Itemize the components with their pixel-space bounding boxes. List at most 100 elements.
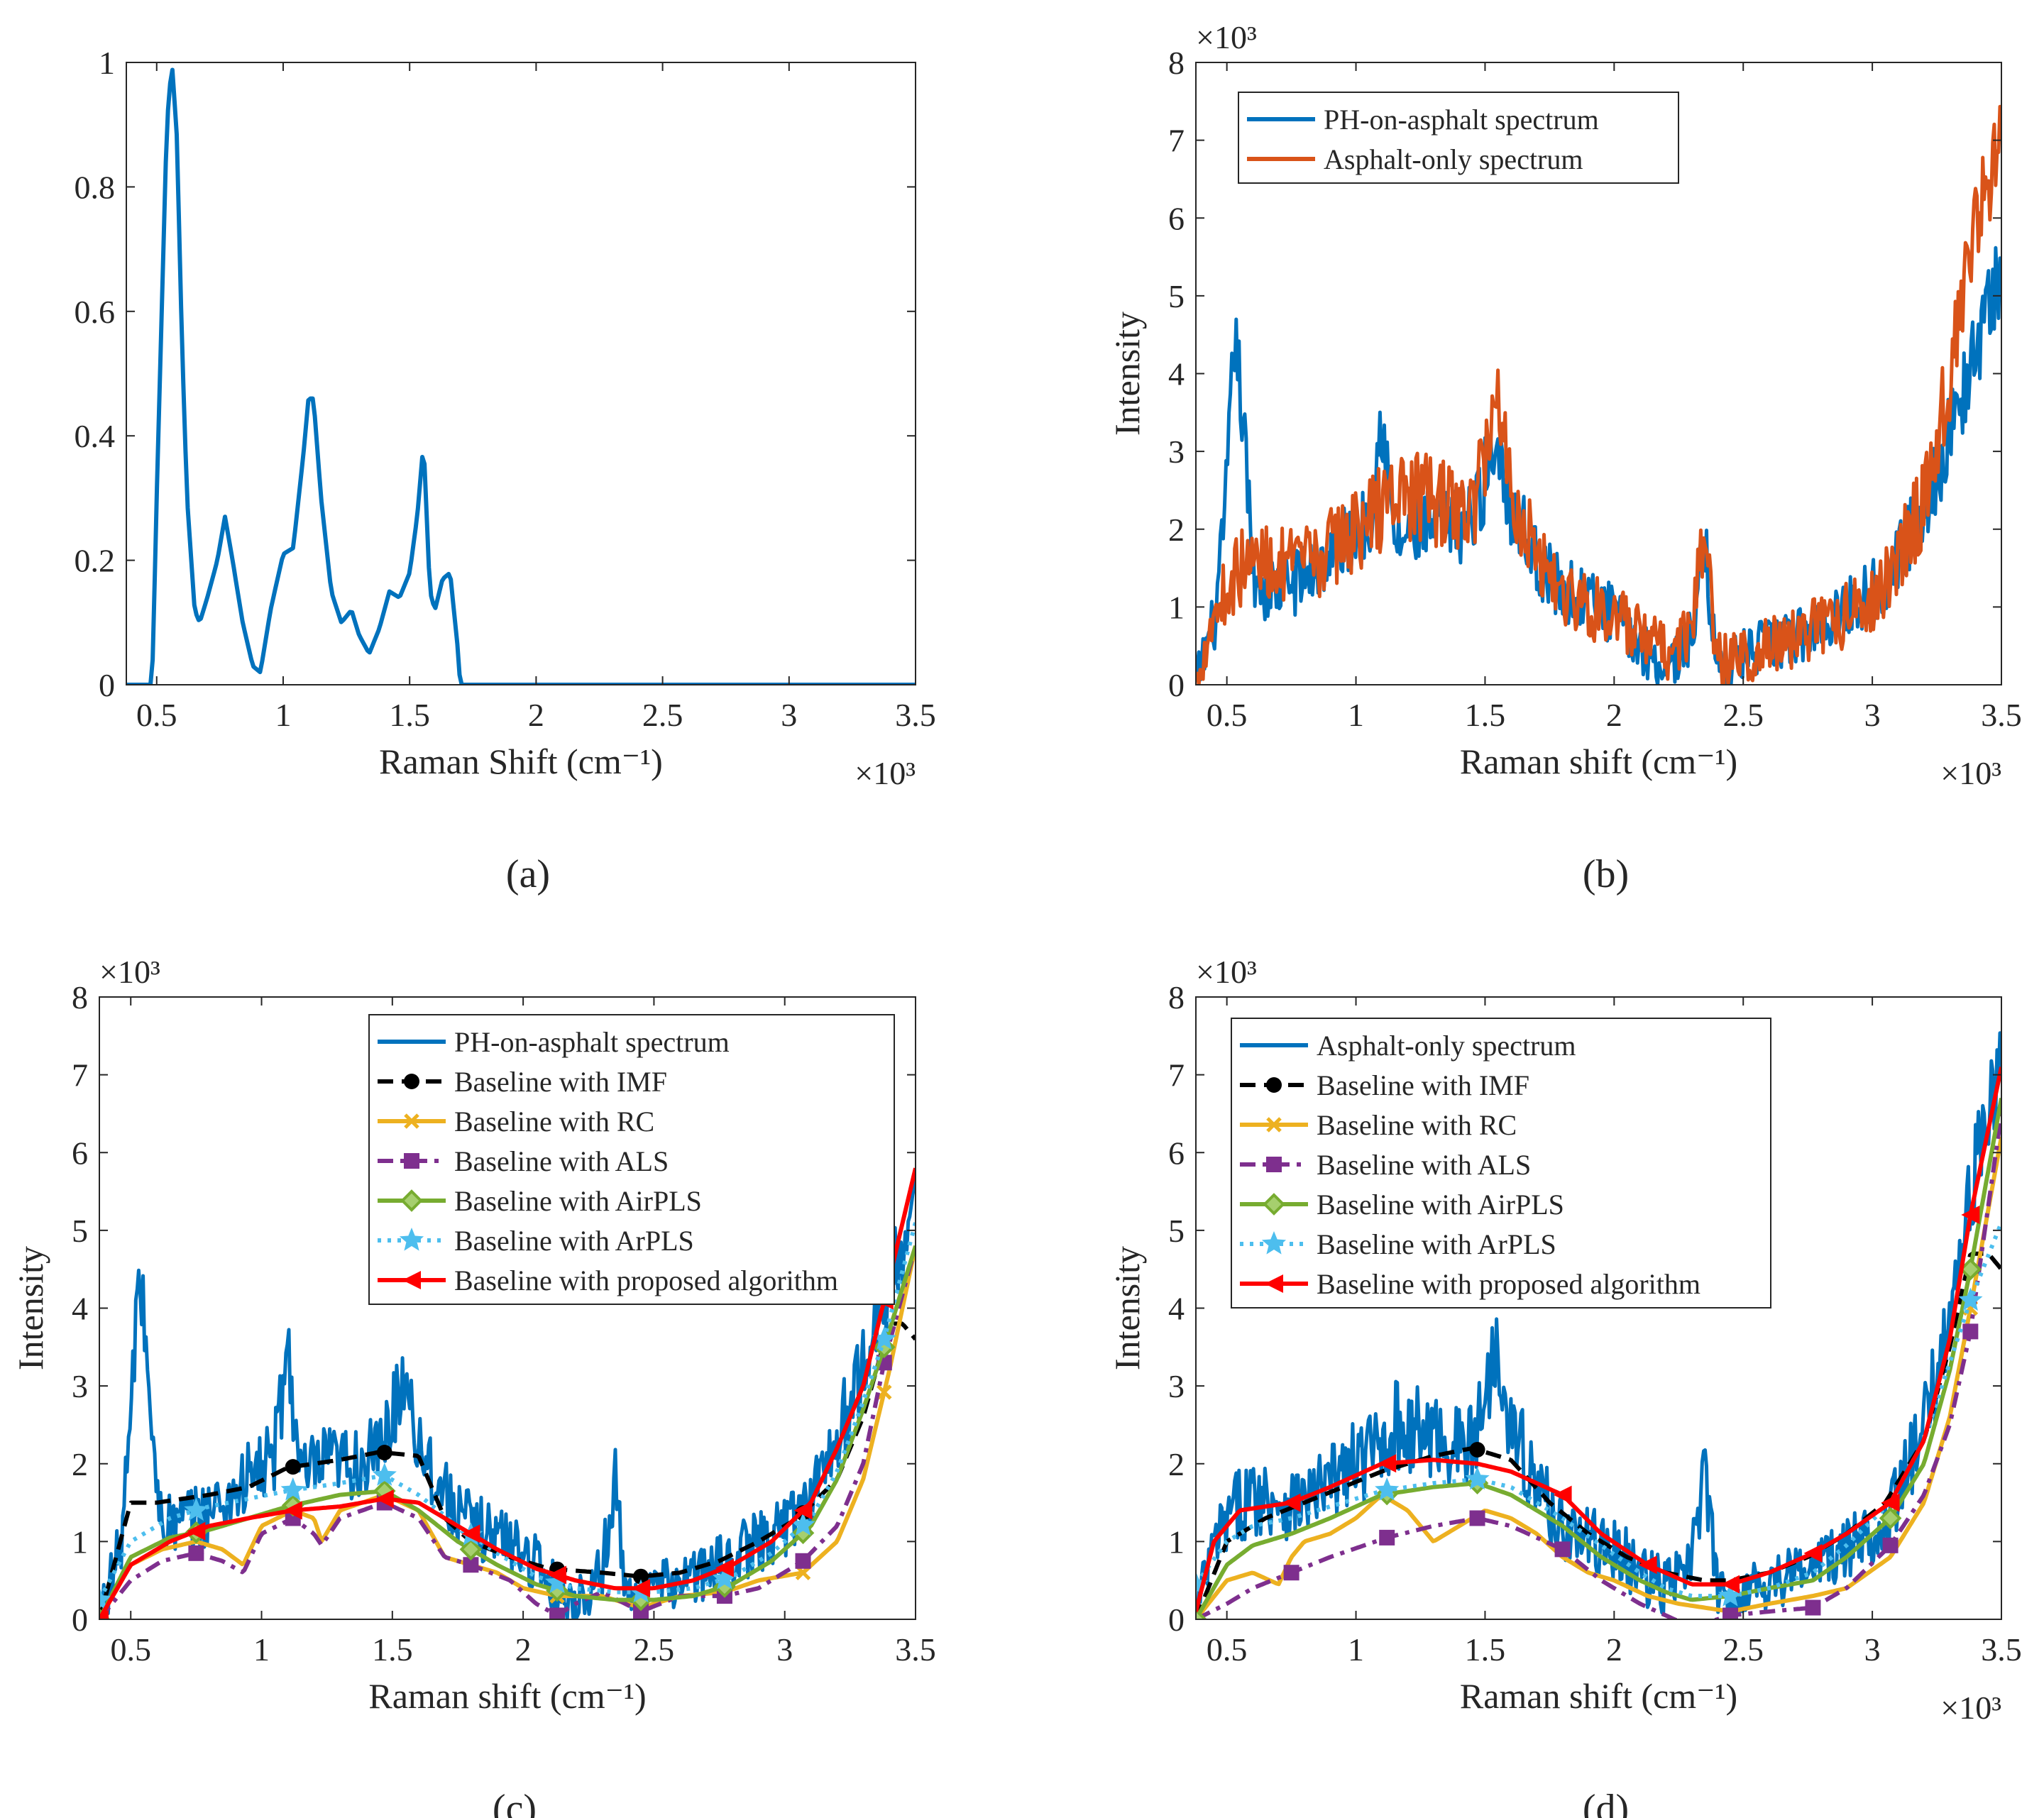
y-tick-label: 1 [1168, 589, 1185, 625]
legend-marker [404, 1153, 419, 1169]
y-tick-label: 8 [1168, 45, 1185, 81]
legend-entry: Baseline with IMF [454, 1066, 667, 1098]
y-tick-label: 0.4 [75, 418, 116, 454]
legend-entry: Baseline with proposed algorithm [454, 1265, 838, 1296]
x-tick-label: 3.5 [1981, 1631, 2022, 1668]
data-point-marker [1469, 1510, 1485, 1526]
data-point-marker [1721, 1575, 1740, 1594]
legend: Asphalt-only spectrum Baseline with IMF Ba… [1231, 1018, 1771, 1309]
legend-entry: Baseline with proposed algorithm [1317, 1268, 1700, 1300]
plot-area [126, 62, 916, 685]
data-point-marker [375, 1489, 394, 1509]
y-tick-label: 0.2 [75, 543, 116, 579]
legend-entry: Baseline with RC [454, 1106, 654, 1137]
y-tick-label: 0 [99, 667, 115, 703]
y-tick-label: 1 [72, 1524, 88, 1560]
x-tick-label: 1 [1348, 697, 1364, 733]
panel-a: 0.5 1 1.5 2 2.5 3 3.5 0 0.2 0.4 0.6 0.8 1 Raman Shift… [75, 45, 936, 896]
legend-marker [404, 1113, 419, 1129]
y-tick-label: 6 [72, 1135, 88, 1171]
data-point-marker [1553, 1485, 1572, 1504]
y-tick-label: 4 [1168, 356, 1185, 392]
x-exponent-label: ×10³ [1940, 755, 2001, 791]
series-normalized-spectrum [126, 67, 916, 685]
data-point-marker [188, 1545, 204, 1561]
data-point-marker [283, 1501, 302, 1520]
x-axis-label: Raman shift (cm⁻¹) [1460, 742, 1737, 781]
series-layer [1196, 1031, 2001, 1619]
data-point-marker [99, 1610, 109, 1619]
y-tick-label: 2 [1168, 512, 1185, 548]
y-tick-label: 5 [72, 1213, 88, 1249]
y-tick-label: 0.6 [75, 294, 116, 330]
legend-entry: Baseline with ALS [1317, 1149, 1531, 1181]
data-point-marker [1283, 1565, 1300, 1581]
legend-entry: Baseline with AirPLS [1317, 1189, 1564, 1221]
series-line [1196, 1221, 2001, 1599]
data-point-marker [1881, 1493, 1900, 1512]
y-tick-label: 6 [1168, 200, 1185, 236]
series-line [1196, 1067, 2001, 1612]
y-tick-label: 7 [1168, 1057, 1185, 1093]
legend-entry: PH-on-asphalt spectrum [1324, 104, 1599, 136]
data-point-marker [1958, 1287, 1983, 1311]
x-tick-label: 2 [515, 1631, 532, 1668]
y-tick-label: 2 [1168, 1446, 1185, 1482]
y-tick-label: 8 [1168, 979, 1185, 1015]
legend-marker [1266, 1117, 1282, 1133]
data-point-marker [372, 1462, 397, 1486]
x-tick-label: 1 [275, 697, 291, 733]
x-tick-label: 3 [776, 1631, 793, 1668]
series-line [126, 67, 916, 685]
y-tick-label: 3 [1168, 1368, 1185, 1404]
series-line [99, 1222, 916, 1602]
legend-marker [1263, 1193, 1285, 1216]
legend: PH-on-asphalt spectrum Asphalt-only spect… [1238, 92, 1679, 184]
x-axis-label: Raman shift (cm⁻¹) [1460, 1676, 1737, 1716]
data-point-marker [187, 1521, 206, 1541]
y-tick-label: 4 [1168, 1291, 1185, 1327]
data-point-marker [1379, 1529, 1395, 1546]
x-tick-label: 2.5 [1722, 1631, 1764, 1668]
legend-marker [399, 1228, 424, 1251]
series-line [99, 1245, 916, 1619]
data-point-marker [1882, 1537, 1899, 1553]
data-point-marker [1638, 1555, 1657, 1575]
data-point-marker [461, 1524, 480, 1543]
legend-entry: Asphalt-only spectrum [1324, 143, 1583, 175]
data-point-marker [376, 1445, 392, 1461]
x-tick-label: 3 [781, 697, 797, 733]
x-tick-label: 1.5 [1465, 1631, 1506, 1668]
legend-entry: PH-on-asphalt spectrum [454, 1026, 730, 1058]
x-tick-label: 1 [253, 1631, 270, 1668]
legend-marker [404, 1074, 419, 1089]
y-exponent-label: ×10³ [1196, 19, 1257, 55]
data-point-marker [184, 1497, 209, 1521]
y-axis-label: Intensity [11, 1246, 50, 1370]
legend: PH-on-asphalt spectrum Baseline with IMF B… [368, 1014, 895, 1305]
x-tick-label: 0.5 [1207, 697, 1248, 733]
panel-b: 0.5 1 1.5 2 2.5 3 3.5 0 1 2 3 4 5 6 7 8 Raman shift (cm⁻… [1107, 19, 2022, 896]
x-tick-label: 3.5 [1981, 697, 2022, 733]
data-point-marker [1879, 1506, 1902, 1530]
x-tick-label: 2.5 [634, 1631, 675, 1668]
y-tick-label: 0 [1168, 667, 1185, 703]
legend-box [368, 1014, 895, 1305]
y-axis-label: Intensity [1107, 312, 1147, 436]
x-tick-label: 1.5 [1465, 697, 1506, 733]
x-tick-label: 2.5 [1722, 697, 1764, 733]
legend-entry: Baseline with RC [1317, 1109, 1517, 1141]
x-tick-label: 2 [1606, 697, 1622, 733]
x-tick-label: 2.5 [642, 697, 683, 733]
y-tick-label: 0 [1168, 1602, 1185, 1638]
data-point-marker [99, 1587, 112, 1611]
series-layer [99, 1167, 916, 1619]
x-exponent-label: ×10³ [855, 755, 916, 791]
x-tick-label: 2 [1606, 1631, 1622, 1668]
y-tick-label: 7 [72, 1057, 88, 1093]
data-point-marker [285, 1459, 301, 1475]
legend-marker [1261, 1231, 1287, 1255]
data-point-marker [549, 1607, 566, 1619]
series-line [1196, 1097, 2001, 1619]
